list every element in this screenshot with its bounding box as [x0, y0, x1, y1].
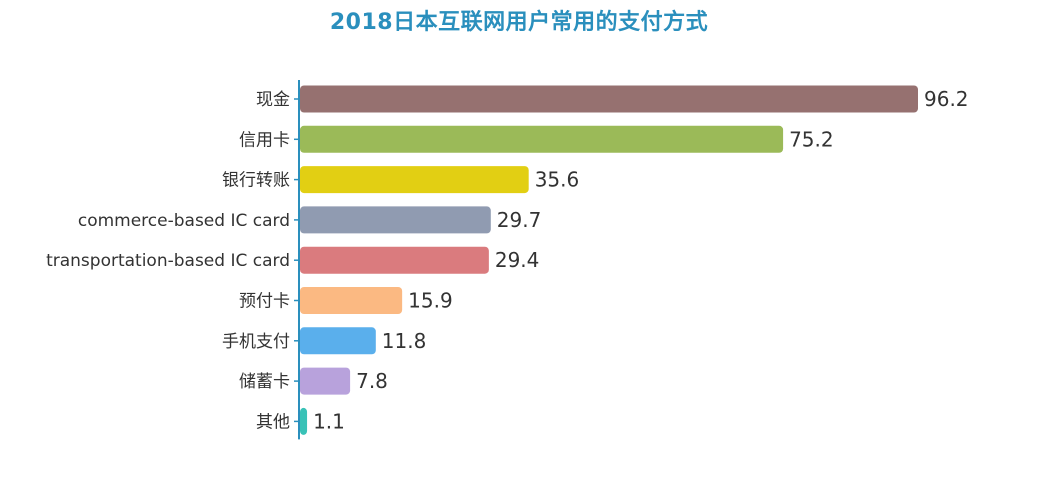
bar	[300, 85, 918, 113]
category-label: 手机支付	[222, 332, 290, 352]
category-label: 银行转账	[222, 171, 290, 191]
category-label: 储蓄卡	[239, 372, 290, 392]
bar	[300, 246, 489, 274]
category-label: 预付卡	[239, 292, 290, 312]
category-label: 信用卡	[239, 130, 290, 150]
bar	[300, 367, 351, 395]
chart-title: 2018日本互联网用户常用的支付方式	[329, 10, 709, 35]
category-label: 现金	[256, 90, 290, 110]
category-label: transportation-based IC card	[46, 251, 290, 271]
value-label: 11.8	[382, 329, 427, 353]
category-label: commerce-based IC card	[78, 211, 290, 231]
bar	[300, 287, 403, 314]
bar	[300, 125, 784, 153]
bar	[300, 166, 529, 194]
value-label: 29.7	[497, 208, 542, 232]
category-label: 其他	[256, 412, 290, 432]
value-label: 7.8	[356, 369, 388, 393]
bar	[300, 407, 308, 435]
value-label: 1.1	[313, 409, 345, 433]
value-label: 29.4	[495, 248, 540, 272]
value-label: 15.9	[408, 289, 453, 313]
value-label: 35.6	[535, 168, 580, 192]
value-label: 96.2	[924, 87, 969, 111]
bar	[300, 206, 491, 234]
value-label: 75.2	[789, 127, 834, 151]
bar	[300, 327, 376, 355]
